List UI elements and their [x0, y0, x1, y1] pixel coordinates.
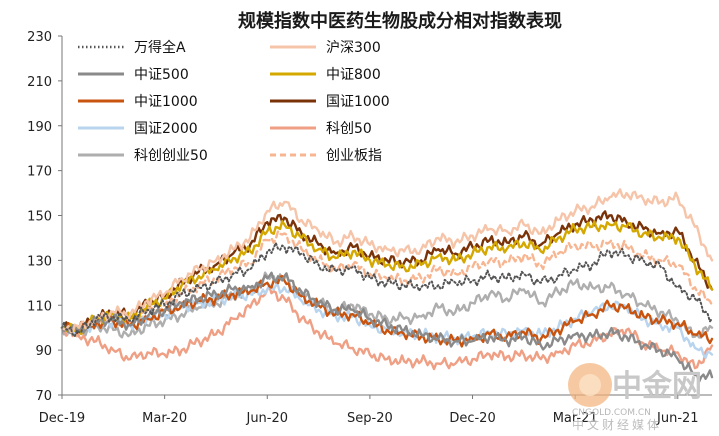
x-tick-label: Jun-20	[245, 411, 288, 426]
series-line	[60, 271, 714, 383]
legend-label: 国证1000	[326, 94, 390, 110]
series-layer	[60, 188, 714, 383]
axis-layer: 70 90 110 130 150 170 190 210 230 Dec-19 Mar-20 Jun…	[27, 30, 712, 426]
y-tick-label: 230	[27, 30, 52, 45]
y-tick-label: 170	[27, 165, 52, 180]
legend-label: 万得全A	[134, 39, 186, 56]
y-tick-label: 150	[27, 210, 52, 225]
y-tick-label: 70	[35, 389, 52, 404]
legend-label: 科创创业50	[134, 148, 208, 164]
series-line	[60, 271, 714, 339]
series-line	[60, 219, 714, 336]
series-line	[60, 285, 714, 371]
y-tick-label: 190	[27, 120, 52, 135]
series-line	[60, 210, 714, 334]
y-tick-label: 130	[27, 254, 52, 269]
watermark-brand: 中金网	[612, 369, 702, 404]
x-tick-label: Dec-20	[449, 411, 495, 426]
watermark-domain: CNGOLD.COM.CN	[572, 408, 651, 418]
watermark-logo-inner-icon	[579, 374, 601, 396]
series-line	[60, 275, 714, 348]
legend-label: 创业板指	[326, 148, 382, 164]
legend-label: 中证500	[134, 67, 189, 83]
legend-label: 科创50	[326, 121, 372, 137]
y-tick-label: 110	[27, 299, 52, 314]
legend-label: 沪深300	[326, 40, 381, 56]
watermark-tagline: 中文财经媒体	[572, 417, 662, 432]
legend-label: 中证1000	[134, 94, 198, 110]
legend-label: 中证800	[326, 67, 381, 83]
x-tick-label: Dec-19	[39, 411, 85, 426]
chart-title: 规模指数中医药生物股成分相对指数表现	[238, 10, 562, 32]
x-tick-label: Mar-21	[553, 411, 598, 426]
x-tick-label: Sep-20	[347, 411, 393, 426]
legend: 万得全A 沪深300 中证500 中证800 中证1000 国证1000 国证2000 科创5…	[78, 39, 390, 164]
x-tick-label: Mar-20	[142, 411, 187, 426]
legend-label: 国证2000	[134, 121, 198, 137]
y-tick-label: 210	[27, 75, 52, 90]
x-tick-label: Jun-21	[656, 411, 699, 426]
y-tick-label: 90	[35, 344, 52, 359]
series-line	[61, 242, 713, 338]
series-line	[60, 188, 714, 334]
watermark: 中金网 CNGOLD.COM.CN 中文财经媒体	[568, 363, 702, 432]
series-line	[60, 230, 714, 338]
